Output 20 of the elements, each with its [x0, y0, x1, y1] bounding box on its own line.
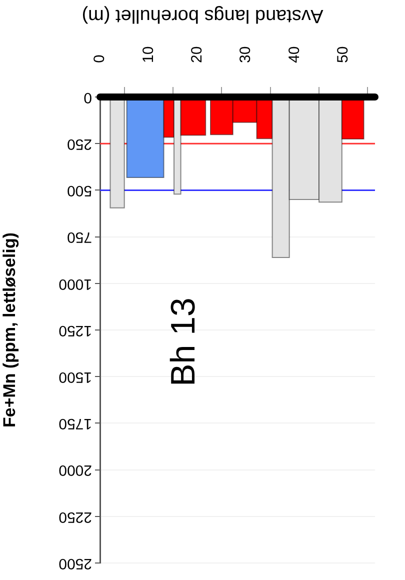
y-tick-label: 1250 — [58, 322, 92, 339]
y-axis-title: Fe+Mn (ppm, lettløselig) — [0, 232, 19, 428]
x-tick-label: 0 — [91, 54, 108, 63]
y-tick-label: 500 — [66, 182, 92, 200]
x-tick-label: 50 — [334, 46, 352, 63]
y-tick-label: 1500 — [58, 368, 92, 386]
y-tick-label: 250 — [66, 135, 92, 152]
x-tick-label: 40 — [286, 46, 303, 63]
y-tick-label: 1750 — [58, 415, 92, 432]
y-tick-label: 2500 — [58, 554, 92, 572]
x-tick-label: 30 — [237, 46, 254, 63]
x-tick-label: 20 — [188, 46, 206, 63]
y-tick-label: 0 — [84, 88, 92, 106]
y-tick-label: 1000 — [58, 275, 92, 292]
y-tick-label: 2000 — [58, 462, 92, 479]
y-tick-label: 2250 — [58, 508, 92, 526]
x-axis-title: Avstand langs borehullet (m) — [80, 4, 324, 26]
y-tick-label: 750 — [66, 228, 92, 246]
annotation: Bh 13 — [164, 298, 202, 386]
x-tick-label: 10 — [140, 46, 157, 63]
